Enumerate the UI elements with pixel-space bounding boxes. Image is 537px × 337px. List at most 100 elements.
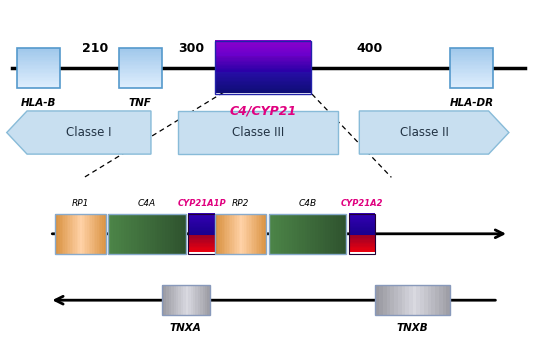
Bar <box>17 48 60 88</box>
Bar <box>149 214 152 254</box>
Bar <box>188 228 215 230</box>
Bar <box>215 59 311 60</box>
Bar <box>349 219 375 220</box>
Bar <box>435 285 439 315</box>
Bar <box>17 68 60 69</box>
Bar <box>222 214 223 254</box>
Bar <box>162 285 164 315</box>
Bar <box>328 214 330 254</box>
Bar <box>163 214 165 254</box>
Bar <box>215 79 311 80</box>
Bar <box>330 214 333 254</box>
Bar <box>17 65 60 66</box>
Bar <box>450 84 493 85</box>
Bar <box>195 285 198 315</box>
Text: 300: 300 <box>178 41 204 55</box>
Bar <box>119 86 162 88</box>
Bar <box>387 285 390 315</box>
Bar <box>439 285 442 315</box>
Bar <box>180 214 183 254</box>
Bar <box>215 73 311 74</box>
Bar <box>215 53 311 55</box>
Bar <box>136 214 139 254</box>
Bar <box>104 214 106 254</box>
Bar <box>215 77 311 79</box>
Bar <box>97 214 99 254</box>
Bar <box>119 61 162 62</box>
Bar <box>450 85 493 86</box>
Bar <box>336 214 338 254</box>
Bar <box>160 214 163 254</box>
Bar <box>119 55 162 56</box>
Bar <box>349 230 375 231</box>
Bar <box>349 218 375 219</box>
Bar <box>188 219 215 220</box>
Bar <box>119 69 162 70</box>
Bar <box>119 51 162 52</box>
Bar <box>17 84 60 85</box>
Bar <box>349 239 375 240</box>
Bar <box>84 214 85 254</box>
Bar <box>349 248 375 250</box>
Bar <box>67 214 68 254</box>
Bar <box>349 237 375 238</box>
Bar <box>90 214 92 254</box>
Bar <box>215 52 311 53</box>
Bar <box>417 285 420 315</box>
Bar <box>276 214 279 254</box>
Bar <box>119 48 162 88</box>
Bar <box>349 242 375 243</box>
Bar <box>215 44 311 45</box>
Bar <box>450 73 493 74</box>
Bar <box>450 66 493 68</box>
Text: Classe II: Classe II <box>400 126 448 139</box>
Bar <box>178 214 180 254</box>
Bar <box>450 69 493 70</box>
Bar <box>383 285 387 315</box>
Bar <box>188 234 215 235</box>
Bar <box>17 52 60 53</box>
Bar <box>349 214 375 215</box>
Bar <box>78 214 80 254</box>
Bar <box>450 48 493 88</box>
Bar <box>121 214 124 254</box>
Bar <box>17 48 60 49</box>
Bar <box>375 285 379 315</box>
Bar <box>188 220 215 222</box>
Bar <box>55 214 56 254</box>
Bar <box>259 214 261 254</box>
Bar <box>450 68 493 69</box>
Bar <box>68 214 70 254</box>
Bar <box>215 74 311 76</box>
Bar <box>119 85 162 86</box>
Bar <box>188 285 191 315</box>
Bar <box>349 243 375 244</box>
Bar <box>349 222 375 223</box>
Bar <box>186 285 188 315</box>
Bar <box>349 231 375 233</box>
Bar <box>119 76 162 77</box>
Bar <box>82 214 84 254</box>
Bar <box>349 217 375 218</box>
Bar <box>450 80 493 81</box>
Bar <box>188 244 215 246</box>
Bar <box>349 214 375 254</box>
Bar <box>17 77 60 79</box>
Bar <box>142 214 144 254</box>
Bar <box>176 285 178 315</box>
Bar <box>333 214 336 254</box>
Bar <box>113 214 116 254</box>
Bar <box>183 285 186 315</box>
Bar <box>188 233 215 234</box>
Bar <box>183 214 186 254</box>
Bar <box>169 285 171 315</box>
Bar <box>17 79 60 80</box>
Bar <box>119 81 162 83</box>
Bar <box>119 49 162 51</box>
Bar <box>390 285 394 315</box>
Bar <box>304 214 307 254</box>
Bar <box>450 72 493 73</box>
Bar <box>252 214 254 254</box>
Bar <box>379 285 383 315</box>
Bar <box>119 53 162 55</box>
